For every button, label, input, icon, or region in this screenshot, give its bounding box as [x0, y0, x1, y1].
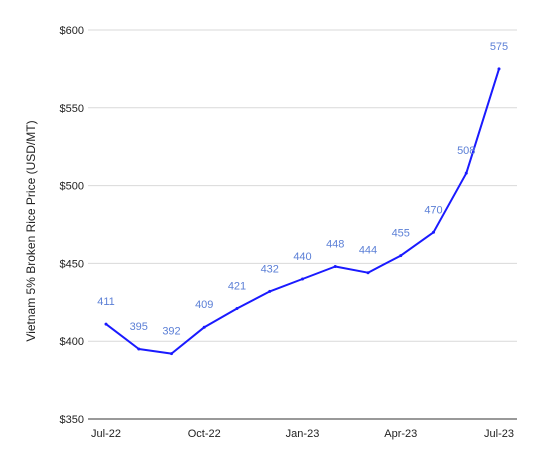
data-point	[268, 289, 272, 293]
x-axis-ticks: Jul-22 Oct-22 Jan-23 Apr-23 Jul-23	[91, 428, 514, 440]
data-point	[497, 67, 501, 71]
data-label: 411	[97, 296, 115, 308]
x-tick-label: Jul-23	[484, 428, 514, 440]
data-point	[170, 352, 173, 356]
data-label: 395	[130, 321, 148, 333]
data-point	[301, 277, 304, 281]
y-tick-label: $500	[60, 181, 84, 193]
data-label: 470	[424, 204, 442, 216]
data-point	[464, 171, 468, 175]
data-labels: 411 395 392 409 421 432 440 448 444 455 470 508 575	[97, 41, 508, 338]
y-tick-label: $350	[60, 414, 84, 426]
data-point	[235, 307, 239, 311]
x-tick-label: Apr-23	[384, 428, 417, 440]
data-label: 448	[326, 239, 344, 251]
x-tick-label: Jan-23	[286, 428, 320, 440]
data-label: 409	[195, 299, 213, 311]
data-point	[366, 271, 370, 275]
y-tick-label: $400	[60, 336, 84, 348]
y-tick-label: $450	[60, 258, 84, 270]
data-label: 440	[293, 251, 311, 263]
data-point	[399, 254, 403, 258]
data-point	[432, 230, 435, 234]
y-tick-label: $550	[60, 103, 84, 115]
data-point	[333, 265, 337, 269]
data-label: 575	[490, 41, 508, 53]
data-label: 421	[228, 281, 246, 293]
data-point	[104, 322, 108, 326]
data-label: 508	[457, 145, 475, 157]
data-label: 455	[392, 228, 410, 240]
y-axis-ticks: $350 $400 $450 $500 $550 $600	[60, 25, 84, 426]
data-label: 392	[162, 326, 180, 338]
data-label: 444	[359, 245, 377, 257]
data-point	[202, 325, 206, 329]
data-label: 432	[261, 263, 279, 275]
y-tick-label: $600	[60, 25, 84, 37]
data-point	[137, 347, 141, 351]
series-layer	[104, 67, 501, 356]
x-tick-label: Oct-22	[188, 428, 221, 440]
y-axis-title: Vietnam 5% Broken Rice Price (USD/MT)	[24, 120, 38, 341]
x-tick-label: Jul-22	[91, 428, 121, 440]
gridlines	[88, 29, 517, 420]
